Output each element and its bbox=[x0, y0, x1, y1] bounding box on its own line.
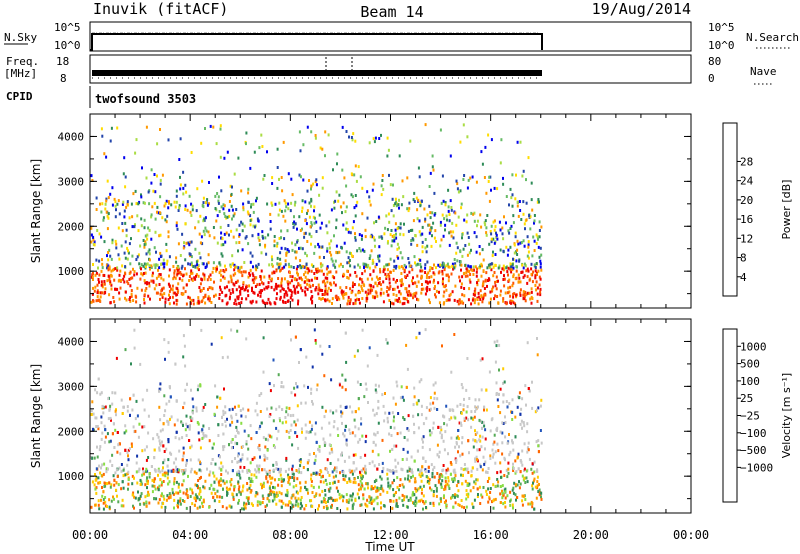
x-tick-label: 16:00 bbox=[473, 528, 509, 542]
y-axis-title: Slant Range [km] bbox=[29, 159, 43, 263]
x-tick-label: 00:00 bbox=[72, 528, 108, 542]
freq-tick-bottom: 8 bbox=[60, 72, 67, 85]
x-tick-label: 08:00 bbox=[272, 528, 308, 542]
nsky-label: N.Sky bbox=[4, 31, 37, 44]
freq-strip: Freq. [MHz] 18 8 80 0 Nave bbox=[4, 54, 777, 85]
colorbar-tick-label: −25 bbox=[740, 410, 760, 423]
colorbar-tick-label: −1000 bbox=[740, 461, 773, 474]
station-title: Inuvik (fitACF) bbox=[93, 0, 228, 18]
colorbar-tick-label: 25 bbox=[740, 392, 753, 405]
x-tick-label: 00:00 bbox=[673, 528, 709, 542]
colorbar-tick-label: 28 bbox=[740, 155, 753, 168]
colorbar-tick-label: 16 bbox=[740, 213, 753, 226]
colorbar-tick-label: 20 bbox=[740, 194, 753, 207]
colorbar-tick-label: 24 bbox=[740, 175, 754, 188]
velocity-panel: 1000 2000 3000 4000 Slant Range [km] 00:00 04:… bbox=[29, 318, 793, 542]
colorbar-tick-label: −500 bbox=[740, 444, 767, 457]
colorbar-tick-label: 1000 bbox=[740, 340, 767, 353]
beam-title: Beam 14 bbox=[360, 3, 423, 21]
velocity-echo-cells bbox=[90, 328, 543, 511]
y-axis-title: Slant Range [km] bbox=[29, 364, 43, 468]
velocity-colorbar-frame bbox=[722, 328, 738, 503]
nsky-tick-bottom: 10^0 bbox=[54, 39, 81, 52]
x-tick-label: 12:00 bbox=[372, 528, 408, 542]
nsky-strip: N.Sky 10^5 10^0 10^5 10^0 N.Search bbox=[4, 21, 799, 52]
colorbar-title: Velocity [m s⁻¹] bbox=[780, 373, 793, 458]
velocity-frame bbox=[89, 318, 692, 514]
y-tick-label: 3000 bbox=[58, 380, 85, 393]
colorbar-title: Power [dB] bbox=[780, 180, 793, 240]
nsky-trace bbox=[90, 33, 543, 51]
y-tick-label: 3000 bbox=[58, 175, 85, 188]
freq-tick-top: 18 bbox=[56, 55, 69, 68]
colorbar-tick-label: −100 bbox=[740, 427, 767, 440]
x-tick-label: 04:00 bbox=[172, 528, 208, 542]
power-colorbar-frame bbox=[722, 122, 738, 297]
x-tick-label: 20:00 bbox=[573, 528, 609, 542]
nave-label: Nave bbox=[750, 65, 777, 78]
y-tick-label: 1000 bbox=[58, 265, 85, 278]
cpid-value: twofsound 3503 bbox=[95, 92, 196, 106]
colorbar-tick-label: 12 bbox=[740, 232, 753, 245]
cpid-label: CPID bbox=[6, 90, 33, 103]
y-tick-label: 2000 bbox=[58, 220, 85, 233]
power-echo-cells bbox=[90, 123, 543, 306]
nsearch-tick-bottom: 10^0 bbox=[708, 39, 735, 52]
nave-tick-bottom: 0 bbox=[708, 72, 715, 85]
freq-label-line2: [MHz] bbox=[4, 67, 37, 80]
y-tick-label: 4000 bbox=[58, 130, 85, 143]
colorbar-tick-label: 100 bbox=[740, 375, 760, 388]
colorbar-tick-label: 500 bbox=[740, 358, 760, 371]
x-axis-title: Time UT bbox=[364, 540, 415, 554]
nsky-tick-top: 10^5 bbox=[54, 21, 81, 34]
y-tick-label: 1000 bbox=[58, 470, 85, 483]
colorbar-tick-label: 4 bbox=[740, 271, 747, 284]
colorbar-tick-label: 8 bbox=[740, 252, 747, 265]
freq-trace bbox=[92, 70, 542, 76]
power-panel: 1000 2000 3000 4000 Slant Range [km] 4 8 12 16 20… bbox=[29, 113, 793, 309]
y-tick-label: 2000 bbox=[58, 425, 85, 438]
nsearch-label: N.Search bbox=[746, 31, 799, 44]
date-title: 19/Aug/2014 bbox=[592, 0, 691, 18]
freq-label-line1: Freq. bbox=[6, 55, 39, 68]
nave-tick-top: 80 bbox=[708, 55, 721, 68]
nsearch-tick-top: 10^5 bbox=[708, 21, 735, 34]
y-tick-label: 4000 bbox=[58, 335, 85, 348]
